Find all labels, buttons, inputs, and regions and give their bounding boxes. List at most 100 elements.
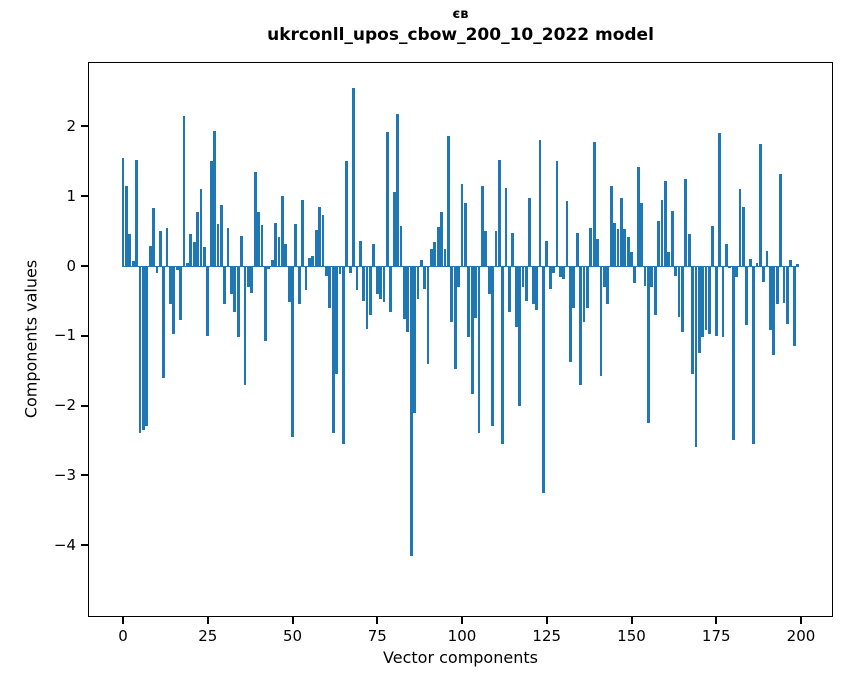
bar: [480, 185, 484, 266]
bar: [179, 266, 183, 321]
bar: [670, 210, 674, 266]
bar: [386, 132, 389, 266]
bar: [514, 266, 518, 328]
y-tick-mark: [81, 474, 88, 477]
x-tick-label: 100: [447, 627, 477, 645]
bar: [155, 266, 159, 273]
bar: [630, 252, 633, 266]
bar: [453, 266, 457, 370]
bar: [247, 266, 250, 287]
bar: [467, 266, 471, 338]
bar: [189, 233, 193, 266]
bar: [389, 266, 393, 313]
bar: [341, 266, 345, 444]
x-axis-label: Vector components: [383, 648, 538, 667]
x-tick-mark: [376, 617, 379, 624]
x-tick-mark: [122, 617, 124, 624]
bar: [782, 266, 786, 303]
bar: [725, 243, 728, 266]
bar: [545, 240, 549, 266]
bar: [575, 232, 579, 266]
bar: [314, 230, 318, 266]
bar: [352, 88, 355, 266]
bar: [592, 141, 596, 266]
bar: [301, 200, 305, 266]
bar: [694, 266, 698, 448]
bar: [152, 208, 155, 266]
bar: [419, 260, 423, 266]
bar: [206, 266, 210, 336]
bar: [613, 222, 616, 266]
bar: [752, 266, 755, 444]
bar: [508, 266, 511, 313]
bar: [280, 196, 284, 266]
bar: [667, 252, 671, 266]
bar: [399, 225, 403, 266]
bar: [572, 266, 576, 308]
bar: [402, 266, 406, 320]
x-tick-label: 0: [118, 627, 128, 645]
bar: [216, 224, 220, 266]
bar: [691, 266, 694, 375]
bar: [755, 262, 759, 266]
bar: [304, 266, 308, 291]
bar: [267, 266, 271, 270]
bar: [175, 266, 179, 271]
bar: [714, 266, 718, 336]
x-tick-label: 25: [198, 627, 218, 645]
bar: [372, 243, 376, 266]
bar: [436, 226, 440, 266]
y-tick-mark: [81, 125, 88, 128]
bar: [633, 266, 637, 284]
bar: [708, 266, 711, 334]
bar: [331, 266, 335, 434]
bar: [796, 263, 799, 266]
bar: [741, 206, 745, 266]
x-tick-label: 200: [786, 627, 816, 645]
bar: [497, 159, 501, 266]
bar: [416, 266, 420, 299]
x-tick-mark: [715, 617, 718, 624]
bar: [169, 266, 172, 305]
bar: [230, 266, 233, 294]
bar: [145, 266, 149, 427]
bar: [358, 240, 362, 266]
bar: [270, 259, 274, 266]
bar: [406, 266, 410, 333]
bar: [538, 140, 542, 266]
chart-subtitle: ukrconll_upos_cbow_200_10_2022 model: [267, 25, 654, 45]
x-tick-label: 75: [367, 627, 387, 645]
bar: [355, 266, 359, 291]
bar: [779, 173, 783, 266]
bar: [128, 233, 132, 266]
x-tick-label: 150: [617, 627, 646, 645]
bar: [535, 266, 538, 310]
bar: [684, 179, 688, 266]
bar: [647, 266, 650, 423]
bar: [552, 266, 555, 273]
bar: [202, 247, 206, 266]
bar: [321, 215, 325, 266]
x-tick-mark: [630, 617, 633, 624]
bar: [209, 161, 213, 266]
bar: [121, 157, 125, 266]
bar: [328, 266, 332, 308]
bar: [260, 224, 264, 266]
bar: [562, 266, 566, 279]
bar: [284, 243, 288, 266]
bar: [582, 266, 586, 322]
y-tick-mark: [81, 195, 88, 198]
bar: [199, 188, 203, 266]
y-tick-label: 1: [66, 186, 76, 205]
bar: [192, 241, 196, 266]
bar: [375, 266, 379, 294]
bar: [565, 201, 569, 266]
bar: [589, 227, 593, 266]
x-tick-mark: [206, 617, 209, 624]
bar: [426, 266, 430, 364]
bar: [477, 266, 481, 434]
bar: [362, 266, 366, 301]
bar: [213, 131, 216, 266]
y-tick-mark: [81, 334, 88, 337]
bar: [287, 266, 291, 303]
